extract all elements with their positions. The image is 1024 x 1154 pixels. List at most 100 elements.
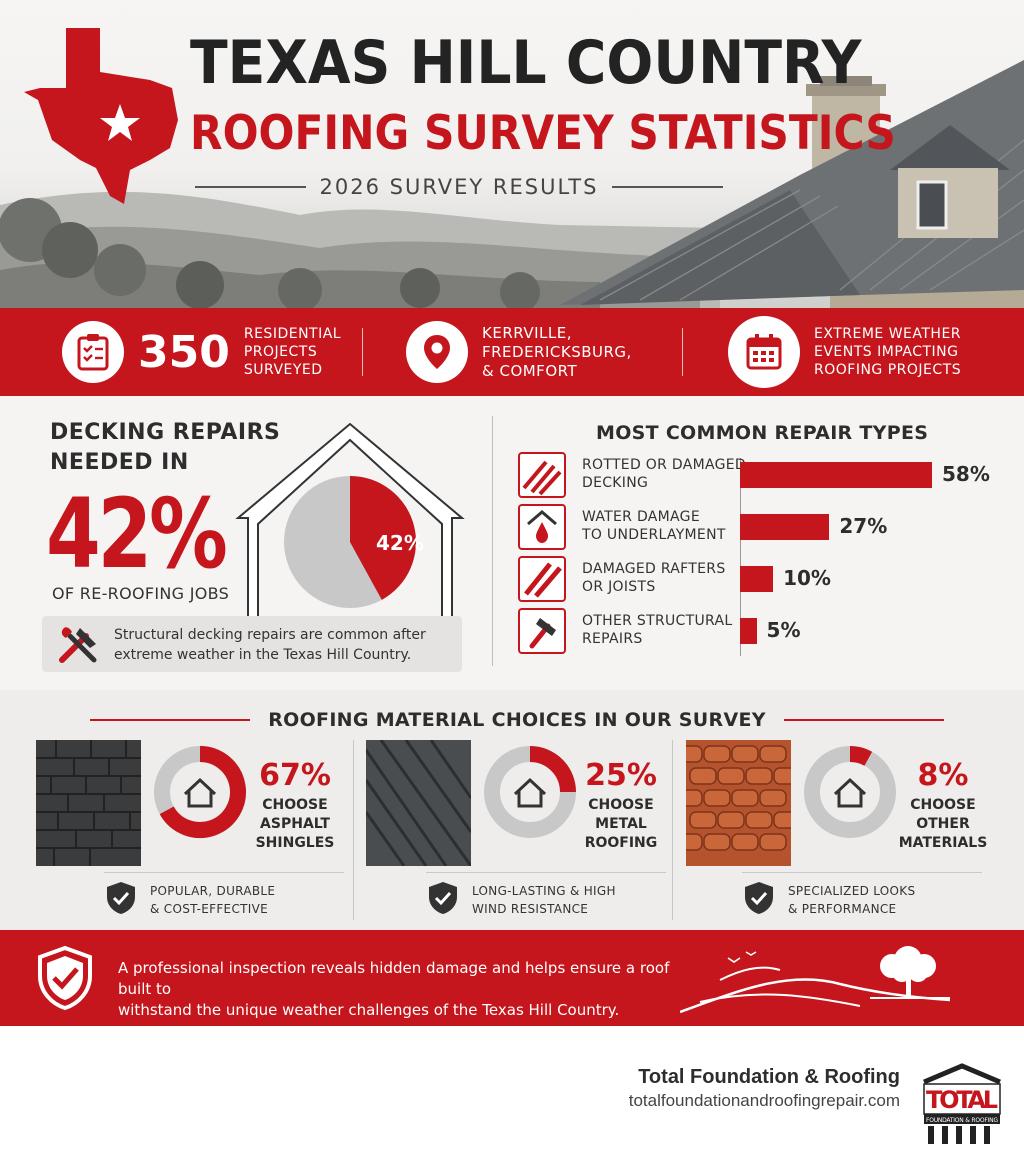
footnote-rule [426,872,666,873]
projects-label-2: PROJECTS [243,344,318,360]
material-label-3: MATERIALS [898,835,988,851]
location-pin-icon [406,321,468,383]
clipboard-icon [62,321,124,383]
repair-bar [740,618,757,644]
repair-pct: 10% [783,566,831,590]
repair-label-1: WATER DAMAGE [582,509,700,525]
footnote-text: POPULAR, DURABLE & COST-EFFECTIVE [150,882,275,918]
decking-note-line-1: Structural decking repairs are common af… [114,627,426,643]
materials-divider [353,740,354,920]
weather-3: ROOFING PROJECTS [814,362,962,378]
repair-pct: 27% [839,514,888,538]
materials-rule-left [90,719,251,721]
metal-roofing-image [366,740,471,866]
repair-row: ROTTED OR DAMAGED DECKING 58% [518,452,998,502]
material-other: 8% CHOOSE OTHER MATERIALS SPECIALIZED LO… [686,740,1016,920]
materials-heading: ROOFING MATERIAL CHOICES IN OUR SURVEY [268,709,766,731]
brand: Total Foundation & Roofing totalfoundati… [629,1066,900,1111]
repair-label-2: TO UNDERLAYMENT [582,527,726,543]
material-label-1: CHOOSE [262,797,328,813]
repairs-heading: MOST COMMON REPAIR TYPES [596,422,929,444]
footnote-rule [742,872,982,873]
decking-heading-1: DECKING REPAIRS [50,420,281,445]
repair-label-2: OR JOISTS [582,579,656,595]
material-metal: 25% CHOOSE METAL ROOFING LONG-LASTING & … [366,740,696,920]
repair-label-1: ROTTED OR DAMAGED [582,457,746,473]
footnote-line-1: LONG-LASTING & HIGH [472,884,616,898]
donut-arc [529,746,576,793]
location-2: FREDERICKSBURG, [482,342,632,361]
material-asphalt: 67% CHOOSE ASPHALT SHINGLES POPULAR, DUR… [36,740,366,920]
house-icon [833,777,867,808]
stat-locations: KERRVILLE, FREDERICKSBURG, & COMFORT [406,308,632,396]
projects-label: RESIDENTIAL PROJECTS SURVEYED [244,325,341,379]
cta-text: A professional inspection reveals hidden… [118,958,678,1021]
rafters-icon [518,556,566,602]
footnote-line-2: & COST-EFFECTIVE [150,902,268,916]
cta-banner: A professional inspection reveals hidden… [0,930,1024,1026]
repair-label-1: DAMAGED RAFTERS [582,561,726,577]
footer: Total Foundation & Roofing totalfoundati… [0,1026,1024,1154]
repair-label-2: DECKING [582,475,649,491]
projects-count: 350 [138,326,230,378]
locations-label: KERRVILLE, FREDERICKSBURG, & COMFORT [482,324,632,381]
house-pie-chart: 42% [235,422,465,618]
asphalt-shingles-image [36,740,141,866]
logo-text: TOTAL [926,1086,998,1114]
brand-url[interactable]: totalfoundationandroofingrepair.com [628,1091,900,1110]
repair-pct: 58% [942,462,990,486]
material-footnote: LONG-LASTING & HIGH WIND RESISTANCE [426,872,666,920]
house-icon [513,777,547,808]
hill-tree-line-art [680,946,951,1014]
weather-2: EVENTS IMPACTING [814,344,959,360]
material-label: CHOOSE METAL ROOFING [576,796,666,853]
material-label-2: OTHER [916,816,970,832]
footnote-text: SPECIALIZED LOOKS & PERFORMANCE [788,882,915,918]
location-3: & COMFORT [482,361,578,380]
material-label-1: CHOOSE [910,797,976,813]
materials-heading-row: ROOFING MATERIAL CHOICES IN OUR SURVEY [90,706,944,734]
repair-row: OTHER STRUCTURAL REPAIRS 5% [518,608,998,658]
logo-subtext: FOUNDATION & ROOFING [926,1117,998,1124]
decking-heading: DECKING REPAIRS NEEDED IN [50,418,280,478]
pie-slice-decking [350,476,416,600]
title-line-2: ROOFING SURVEY STATISTICS [190,106,896,161]
decking-heading-2: NEEDED IN [50,450,189,475]
decking-percent: 42% [46,478,228,590]
repair-row: WATER DAMAGE TO UNDERLAYMENT 27% [518,504,998,554]
subtitle-rule-left [195,186,306,188]
materials-divider [672,740,673,920]
footnote-text: LONG-LASTING & HIGH WIND RESISTANCE [472,882,616,918]
water-drop-icon [518,504,566,550]
subtitle: 2026 SURVEY RESULTS [319,175,599,199]
calendar-icon [728,316,800,388]
footnote-line-2: & PERFORMANCE [788,902,897,916]
weather-1: EXTREME WEATHER [814,326,962,342]
house-icon [183,777,217,808]
donut-arc [849,746,873,766]
clay-tile-image [686,740,791,866]
material-label: CHOOSE OTHER MATERIALS [898,796,988,853]
donut-metal [484,746,576,838]
material-footnote: POPULAR, DURABLE & COST-EFFECTIVE [104,872,344,920]
location-1: KERRVILLE, [482,323,572,342]
donut-arc [159,746,246,838]
projects-label-3: SURVEYED [243,362,323,378]
repair-label: WATER DAMAGE TO UNDERLAYMENT [582,508,726,544]
repair-pct: 5% [766,618,801,642]
material-label: CHOOSE ASPHALT SHINGLES [250,796,340,853]
repair-label: OTHER STRUCTURAL REPAIRS [582,612,732,648]
shield-check-icon [429,882,457,914]
repair-label-2: REPAIRS [582,631,643,647]
company-logo: TOTAL FOUNDATION & ROOFING [923,1063,1001,1144]
repair-label-1: OTHER STRUCTURAL [582,613,733,629]
repair-label: DAMAGED RAFTERS OR JOISTS [582,560,726,596]
material-label-3: ROOFING [584,835,658,851]
material-pct: 67% [259,758,331,793]
material-label-2: ASPHALT [260,816,330,832]
shield-check-icon [38,945,92,1011]
decking-note: Structural decking repairs are common af… [42,616,462,672]
pie-label: 42% [376,531,424,555]
material-label-2: METAL [595,816,647,832]
cta-text-line-2: withstand the unique weather challenges … [118,1001,620,1019]
